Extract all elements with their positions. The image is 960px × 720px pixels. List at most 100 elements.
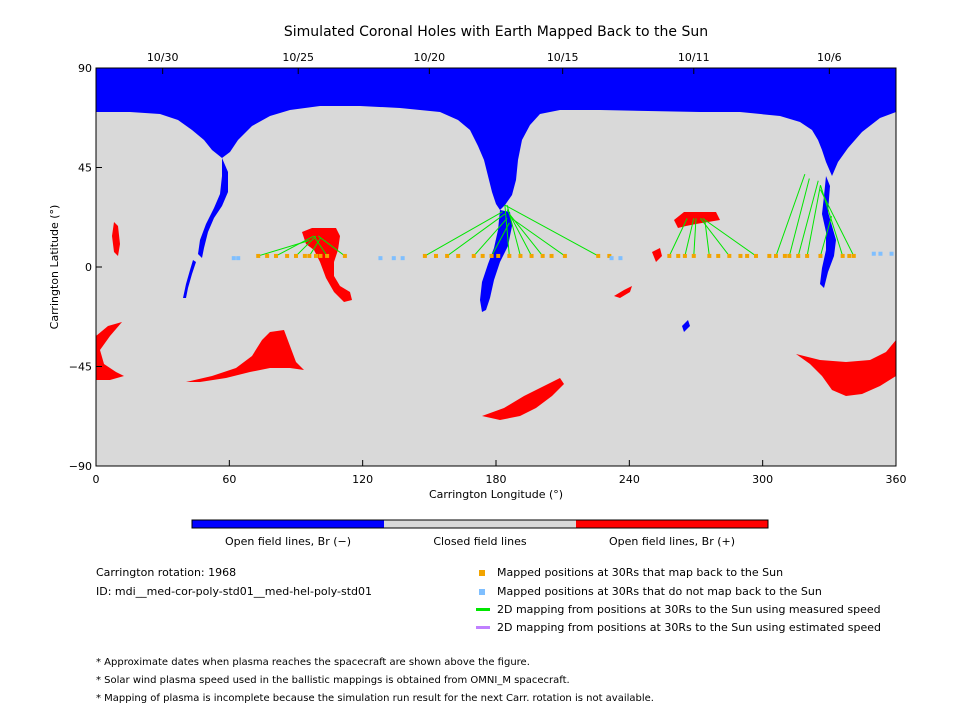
negative-tendril-1 xyxy=(198,158,228,258)
unmapped-point xyxy=(236,256,241,261)
date-label: 10/11 xyxy=(678,51,710,64)
mapped-point xyxy=(307,253,312,258)
mapped-point xyxy=(727,253,732,258)
mapped-point xyxy=(851,253,856,258)
plot-area xyxy=(96,68,896,466)
southern-positive-hole-1 xyxy=(96,322,124,380)
southern-positive-hole-2 xyxy=(186,330,304,382)
mapping-line xyxy=(788,178,810,257)
mapped-point xyxy=(596,253,601,258)
unmapped-point xyxy=(609,256,614,261)
negative-tendril-3 xyxy=(820,176,836,288)
mapped-point xyxy=(507,253,512,258)
y-tick-label: 45 xyxy=(78,162,92,175)
mapped-point xyxy=(434,253,438,258)
positive-patch-3 xyxy=(652,248,662,262)
mapped-point xyxy=(787,253,792,258)
mapping-line xyxy=(506,209,532,257)
y-tick-label: −90 xyxy=(69,460,92,473)
unmapped-point xyxy=(871,251,876,256)
mapping-line xyxy=(275,235,315,257)
colorbar-label: Open field lines, Br (−) xyxy=(225,535,351,548)
colorbar-segment xyxy=(576,520,768,528)
colorbar-segment xyxy=(384,520,576,528)
note-3: * Mapping of plasma is incomplete becaus… xyxy=(96,693,654,704)
north-polar-hole xyxy=(96,68,896,210)
mapped-point xyxy=(285,253,290,258)
mapped-point xyxy=(767,253,772,258)
mapped-point xyxy=(445,253,450,258)
mapped-point xyxy=(782,253,787,258)
unmapped-point xyxy=(889,251,894,256)
mapped-point xyxy=(325,253,330,258)
mapping-line xyxy=(295,235,317,257)
mapping-line xyxy=(504,205,510,256)
date-label: 10/6 xyxy=(817,51,842,64)
mapped-point xyxy=(562,253,567,258)
mapped-point xyxy=(691,253,696,258)
y-axis-label: Carrington Latitude (°) xyxy=(48,205,61,330)
mapped-points xyxy=(231,251,894,261)
x-tick-label: 300 xyxy=(752,473,773,486)
southern-positive-hole-4 xyxy=(796,340,896,396)
mapping-line xyxy=(504,204,599,257)
mapped-point xyxy=(456,253,461,258)
coronal-hole-regions xyxy=(96,68,896,420)
note-1: * Approximate dates when plasma reaches … xyxy=(96,657,530,668)
legend-unmapped: Mapped positions at 30Rs that do not map… xyxy=(479,585,822,598)
southern-positive-hole-3 xyxy=(482,378,564,420)
mapping-line xyxy=(313,235,328,257)
legend-measured: 2D mapping from positions at 30Rs to the… xyxy=(476,603,881,616)
mapped-point xyxy=(676,253,681,258)
mapped-point xyxy=(796,253,801,258)
note-2: * Solar wind plasma speed used in the ba… xyxy=(96,675,570,686)
mapped-point xyxy=(318,253,323,258)
unmapped-point xyxy=(391,256,396,261)
x-tick-label: 120 xyxy=(352,473,373,486)
mapping-line xyxy=(491,222,510,257)
mapped-point xyxy=(847,253,852,258)
mapping-line xyxy=(446,213,506,257)
mapped-point xyxy=(745,253,750,258)
mapped-point xyxy=(754,253,758,258)
orange-square-icon xyxy=(479,569,485,576)
x-tick-label: 60 xyxy=(222,473,236,486)
mapped-point xyxy=(682,253,687,258)
x-tick-label: 360 xyxy=(886,473,907,486)
mapping-line xyxy=(473,218,508,257)
legend-unmapped-label: Mapped positions at 30Rs that do not map… xyxy=(497,585,822,598)
colorbar: Open field lines, Br (−) Closed field lin… xyxy=(191,519,769,548)
x-tick-label: 240 xyxy=(619,473,640,486)
mapped-point xyxy=(302,253,307,258)
mapping-line xyxy=(700,218,730,257)
mapping-line xyxy=(424,211,503,257)
positive-patch-4 xyxy=(614,286,632,298)
mapping-line xyxy=(819,216,833,257)
unmapped-point xyxy=(378,256,383,261)
x-tick-label: 0 xyxy=(93,473,100,486)
mapped-point xyxy=(422,253,427,258)
carrington-rotation: Carrington rotation: 1968 xyxy=(96,566,237,579)
mapped-point xyxy=(840,253,845,258)
mapping-line xyxy=(317,235,346,257)
legend-mapped-label: Mapped positions at 30Rs that map back t… xyxy=(497,566,784,579)
mapping-line xyxy=(668,218,688,257)
legend-estimated: 2D mapping from positions at 30Rs to the… xyxy=(476,621,881,634)
negative-spot xyxy=(682,320,690,332)
mapped-point xyxy=(265,253,270,258)
axes: 0 60 120 180 240 300 360 90 45 0 −45 −90 10/30 10/25 1… xyxy=(69,51,907,486)
mapping-line xyxy=(702,217,757,257)
mapped-point xyxy=(549,253,554,258)
mapped-point xyxy=(274,253,278,258)
mapping-lines xyxy=(258,173,855,257)
equatorial-negative-hole xyxy=(480,210,512,312)
mapped-point xyxy=(489,253,494,258)
mapping-line xyxy=(797,180,819,257)
mapped-point xyxy=(294,253,298,258)
colorbar-label: Open field lines, Br (+) xyxy=(609,535,735,548)
mapped-point xyxy=(716,253,721,258)
mapped-point xyxy=(518,253,523,258)
x-tick-label: 180 xyxy=(486,473,507,486)
mapped-point xyxy=(342,253,347,258)
